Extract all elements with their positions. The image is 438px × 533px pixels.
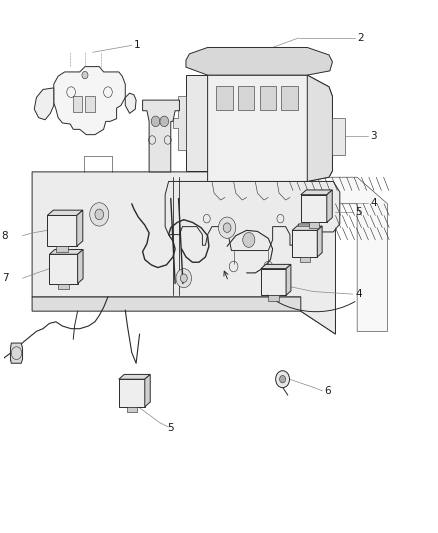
Polygon shape	[143, 100, 180, 172]
Circle shape	[95, 209, 104, 220]
Polygon shape	[32, 172, 336, 334]
Polygon shape	[268, 295, 279, 301]
Polygon shape	[58, 284, 69, 289]
Polygon shape	[73, 96, 82, 112]
Polygon shape	[127, 407, 137, 412]
Polygon shape	[309, 222, 319, 228]
Polygon shape	[119, 374, 150, 379]
Polygon shape	[85, 96, 95, 112]
Polygon shape	[56, 246, 68, 252]
Polygon shape	[77, 210, 83, 246]
Text: 2: 2	[357, 33, 364, 43]
Circle shape	[279, 375, 286, 383]
Circle shape	[276, 370, 290, 387]
Circle shape	[176, 269, 191, 288]
Polygon shape	[11, 343, 23, 364]
Polygon shape	[54, 67, 125, 135]
Circle shape	[219, 217, 236, 238]
Polygon shape	[307, 75, 332, 181]
Text: 6: 6	[325, 386, 331, 396]
Text: 8: 8	[2, 231, 8, 241]
Polygon shape	[300, 257, 310, 262]
Polygon shape	[238, 86, 254, 110]
Text: 4: 4	[370, 198, 377, 208]
Polygon shape	[317, 226, 322, 257]
Polygon shape	[327, 190, 332, 222]
Circle shape	[151, 116, 160, 127]
Polygon shape	[281, 86, 298, 110]
Circle shape	[243, 232, 255, 247]
Circle shape	[223, 223, 231, 232]
Polygon shape	[208, 75, 332, 181]
Polygon shape	[301, 195, 327, 222]
Polygon shape	[292, 226, 322, 230]
Circle shape	[160, 116, 169, 127]
Polygon shape	[292, 230, 317, 257]
Polygon shape	[332, 118, 346, 155]
Polygon shape	[125, 93, 136, 114]
Circle shape	[82, 71, 88, 79]
Polygon shape	[49, 254, 78, 284]
Text: 3: 3	[370, 131, 377, 141]
Polygon shape	[286, 177, 388, 332]
Polygon shape	[34, 88, 54, 120]
Polygon shape	[32, 297, 336, 334]
Polygon shape	[173, 96, 186, 150]
Polygon shape	[47, 210, 83, 215]
Text: 4: 4	[355, 289, 362, 299]
Polygon shape	[301, 190, 332, 195]
Circle shape	[180, 274, 187, 282]
Polygon shape	[216, 86, 233, 110]
Polygon shape	[286, 264, 291, 295]
Polygon shape	[145, 374, 150, 407]
Polygon shape	[186, 75, 208, 171]
Polygon shape	[260, 86, 276, 110]
Text: 5: 5	[167, 423, 174, 433]
Polygon shape	[261, 264, 291, 269]
Circle shape	[90, 203, 109, 226]
Polygon shape	[165, 181, 340, 251]
Polygon shape	[186, 47, 332, 75]
Text: 1: 1	[134, 41, 141, 50]
Polygon shape	[119, 379, 145, 407]
Polygon shape	[261, 269, 286, 295]
Text: 7: 7	[2, 273, 8, 283]
Polygon shape	[47, 215, 77, 246]
Polygon shape	[78, 249, 83, 284]
Text: 5: 5	[355, 207, 362, 217]
Polygon shape	[49, 249, 83, 254]
